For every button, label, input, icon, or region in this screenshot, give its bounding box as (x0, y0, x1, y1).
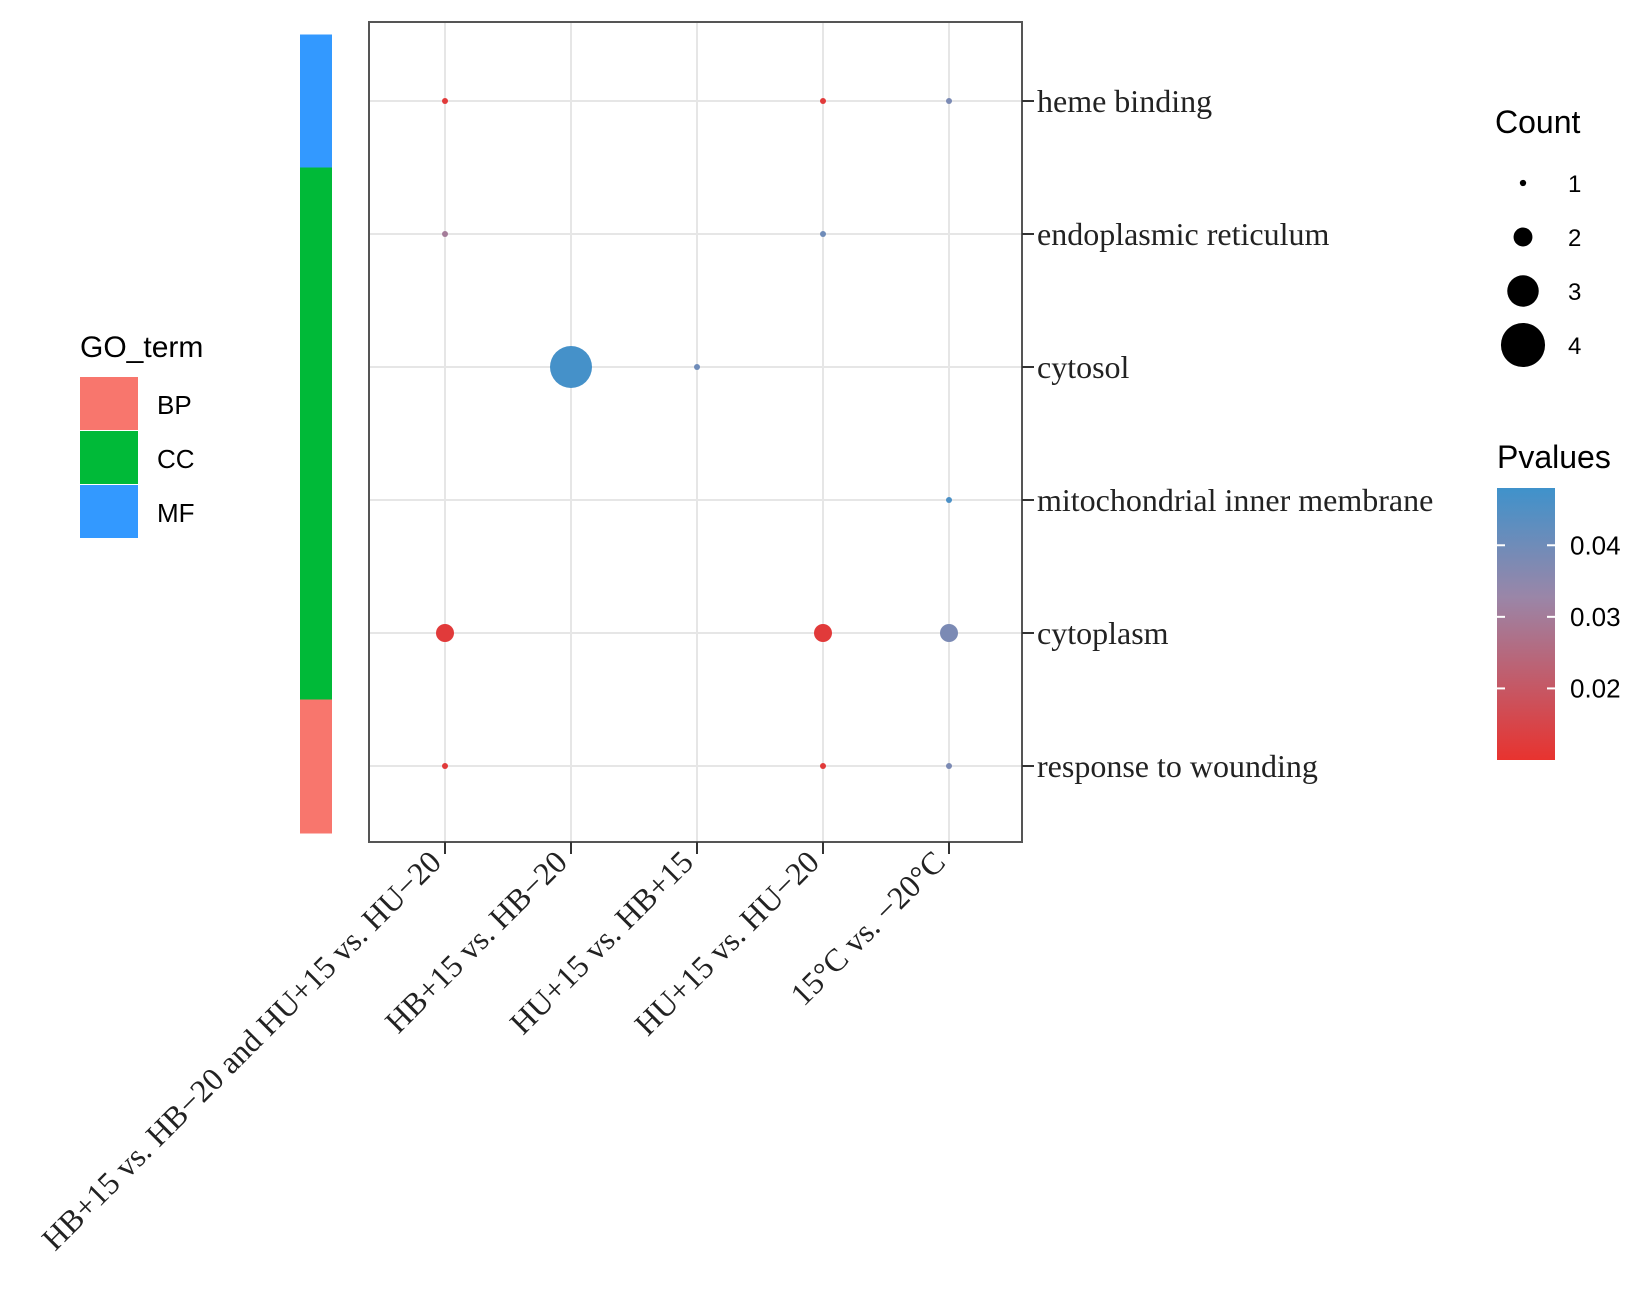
legend-label-cc: CC (157, 444, 195, 474)
go-term-legend-title: GO_term (80, 331, 203, 364)
count-key (1500, 322, 1546, 368)
count-key-label: 3 (1568, 279, 1581, 306)
data-point (940, 624, 958, 642)
legend-key-bp (80, 377, 138, 430)
count-key-label: 2 (1568, 225, 1581, 252)
count-key-label: 1 (1568, 171, 1581, 198)
pvalue-tick-label: 0.04 (1570, 530, 1621, 560)
y-tick-label: heme binding (1037, 83, 1212, 119)
go-strip-segment (300, 699, 332, 834)
data-point (814, 624, 832, 642)
data-point (550, 346, 592, 388)
y-axis-ticks: heme binding endoplasmic reticulum cytosol… (1022, 83, 1433, 784)
data-point (820, 98, 826, 104)
count-legend-title: Count (1495, 104, 1581, 140)
go-strip-segment (300, 300, 332, 435)
pvalue-tick-label: 0.02 (1570, 673, 1621, 703)
legend-key-mf (80, 485, 138, 538)
data-point (946, 497, 952, 503)
plot-panel (368, 21, 1023, 843)
count-key (1507, 275, 1539, 307)
grid-lines (370, 23, 1021, 841)
data-point (946, 98, 952, 104)
count-key (1519, 179, 1527, 187)
legend-label-bp: BP (157, 390, 192, 420)
y-tick-label: cytoplasm (1037, 615, 1169, 651)
data-point (442, 98, 448, 104)
go-term-strip (300, 34, 332, 834)
go-term-legend: GO_term BP CC MF (80, 331, 203, 538)
go-strip-segment (300, 34, 332, 169)
go-strip-segment (300, 566, 332, 701)
x-axis-ticks: HB+15 vs. HB−20 and HU+15 vs. HU−20HB+15… (35, 842, 952, 1257)
data-point (442, 231, 448, 237)
data-point (442, 763, 448, 769)
y-tick-label: cytosol (1037, 349, 1130, 385)
go-strip-segment (300, 433, 332, 568)
data-point (436, 624, 454, 642)
pvalues-legend-title: Pvalues (1497, 439, 1611, 475)
data-points (436, 98, 958, 769)
x-tick-label: HB+15 vs. HB−20 and HU+15 vs. HU−20 (35, 843, 448, 1256)
y-tick-label: endoplasmic reticulum (1037, 216, 1329, 252)
pvalues-legend: Pvalues 0.04 0.03 0.02 (1497, 439, 1621, 760)
count-legend: Count 1 2 3 4 (1495, 104, 1581, 368)
y-tick-label: response to wounding (1037, 748, 1318, 784)
legend-key-cc (80, 431, 138, 484)
pvalues-colorbar (1497, 488, 1555, 760)
y-tick-label: mitochondrial inner membrane (1037, 482, 1433, 518)
data-point (820, 231, 826, 237)
data-point (694, 364, 700, 370)
data-point (820, 763, 826, 769)
data-point (946, 763, 952, 769)
legend-label-mf: MF (157, 498, 195, 528)
go-strip-segment (300, 167, 332, 302)
count-key-label: 4 (1568, 333, 1581, 360)
pvalue-tick-label: 0.03 (1570, 602, 1621, 632)
count-key (1513, 227, 1533, 247)
